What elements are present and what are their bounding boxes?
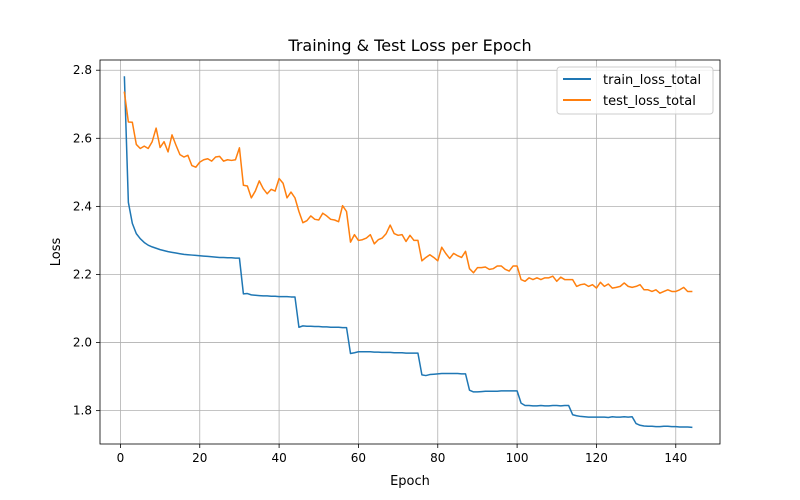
- x-tick-label: 20: [192, 451, 207, 465]
- legend: train_loss_total test_loss_total: [556, 66, 714, 115]
- grid: [100, 60, 720, 444]
- y-tick-label: 2.8: [73, 63, 92, 77]
- axis-ticks: 0 20 40 60 80 100 120 140 1.8 2.0 2.2 2.4 2.6 2.8: [73, 63, 687, 465]
- x-tick-label: 140: [664, 451, 687, 465]
- x-tick-label: 120: [585, 451, 608, 465]
- x-tick-label: 0: [117, 451, 125, 465]
- y-tick-label: 2.2: [73, 267, 92, 281]
- x-tick-label: 80: [430, 451, 445, 465]
- y-tick-label: 2.0: [73, 336, 92, 350]
- x-axis-label: Epoch: [390, 474, 430, 489]
- x-tick-label: 40: [271, 451, 286, 465]
- y-tick-label: 2.6: [73, 131, 92, 145]
- y-tick-label: 2.4: [73, 199, 92, 213]
- y-tick-label: 1.8: [73, 404, 92, 418]
- legend-box: [556, 66, 714, 115]
- legend-label-train-loss: train_loss_total: [603, 73, 701, 88]
- plot-series: [123, 76, 693, 429]
- x-tick-label: 100: [506, 451, 529, 465]
- x-tick-label: 60: [351, 451, 366, 465]
- test-loss-line: [123, 91, 693, 294]
- plot-frame: [99, 59, 721, 445]
- legend-label-test-loss: test_loss_total: [603, 94, 696, 109]
- chart-title: Training & Test Loss per Epoch: [287, 36, 531, 55]
- train-loss-line: [123, 76, 693, 429]
- y-axis-label: Loss: [49, 238, 64, 267]
